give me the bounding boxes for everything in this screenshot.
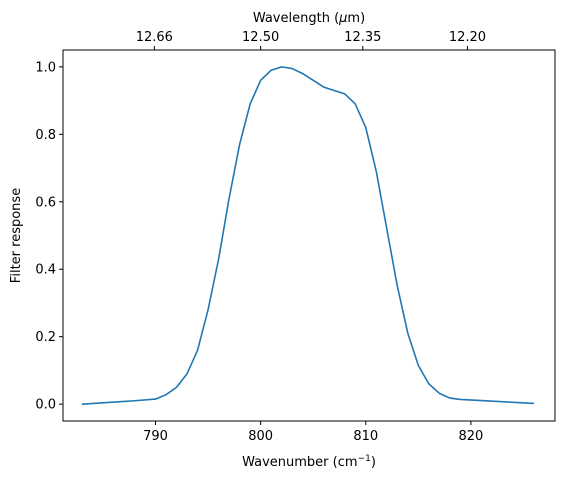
axes-frame bbox=[62, 49, 556, 422]
x-tick-label: 800 bbox=[248, 429, 273, 444]
x-tick-label: 820 bbox=[458, 429, 483, 444]
y-axis: 0.0 0.2 0.4 0.6 0.8 1.0 bbox=[35, 60, 63, 413]
y-tick-label: 0.8 bbox=[35, 128, 56, 143]
y-axis-label: Filter response bbox=[9, 188, 24, 283]
top-x-tick-label: 12.66 bbox=[136, 30, 173, 45]
y-tick-label: 0.0 bbox=[35, 398, 56, 413]
series-line-0 bbox=[81, 66, 535, 405]
plot-area bbox=[81, 66, 535, 405]
y-tick-label: 1.0 bbox=[35, 60, 56, 75]
y-tick-label: 0.6 bbox=[35, 195, 56, 210]
x-axis-label: Wavenumber (cm−1) bbox=[242, 454, 376, 470]
y-tick-label: 0.4 bbox=[35, 263, 56, 278]
x-tick-label: 810 bbox=[353, 429, 378, 444]
top-x-axis-label: Wavelength (μm) bbox=[253, 11, 365, 26]
y-tick-label: 0.2 bbox=[35, 330, 56, 345]
bottom-x-axis: 790 800 810 820 bbox=[143, 421, 483, 444]
top-x-axis: 12.66 12.50 12.35 12.20 bbox=[136, 30, 486, 50]
top-x-tick-label: 12.35 bbox=[344, 30, 381, 45]
x-tick-label: 790 bbox=[143, 429, 168, 444]
top-x-tick-label: 12.20 bbox=[449, 30, 486, 45]
top-x-tick-label: 12.50 bbox=[242, 30, 279, 45]
